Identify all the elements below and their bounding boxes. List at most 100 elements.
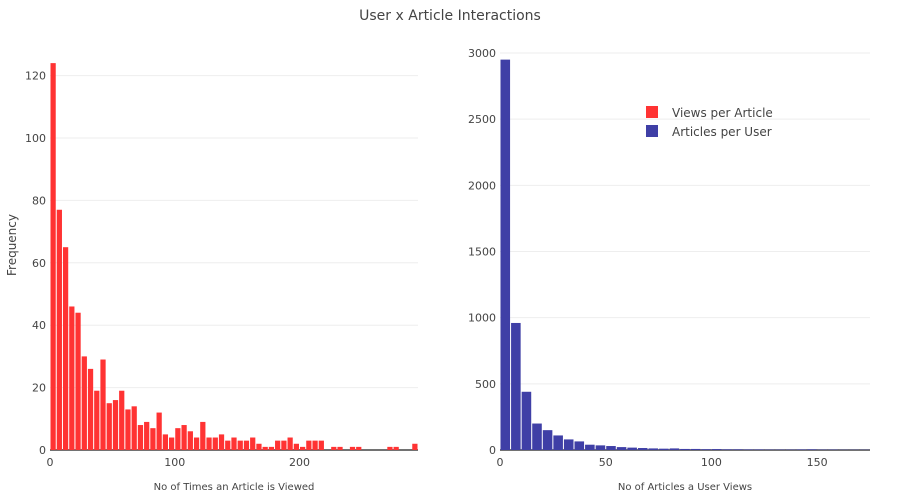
histogram-bar <box>206 437 212 450</box>
legend: Views per Article Articles per User <box>646 106 773 139</box>
histogram-bar <box>144 421 150 450</box>
y-tick-label: 3000 <box>468 47 496 60</box>
x-tick-label: 150 <box>807 456 828 469</box>
histogram-bar <box>137 425 144 450</box>
x-tick-label: 0 <box>47 456 54 469</box>
y-tick-label: 60 <box>32 257 46 270</box>
y-tick-label: 20 <box>32 382 46 395</box>
histogram-bar <box>616 447 627 450</box>
histogram-bar <box>711 449 722 450</box>
histogram-bar <box>733 449 743 450</box>
histogram-bar <box>262 446 268 450</box>
histogram-bar <box>231 437 237 450</box>
legend-swatch-views-per-article <box>646 106 658 118</box>
histogram-bar <box>175 428 181 450</box>
histogram-bar <box>648 448 659 450</box>
histogram-bar <box>511 322 521 450</box>
histogram-bar <box>743 449 754 450</box>
histogram-bar <box>754 449 764 450</box>
y-tick-label: 0 <box>39 444 46 457</box>
histogram-bar <box>218 434 225 450</box>
y-tick-label: 80 <box>32 194 46 207</box>
histogram-bar <box>627 447 637 450</box>
y-tick-label: 2000 <box>468 179 496 192</box>
chart-title: User x Article Interactions <box>359 8 541 24</box>
x-tick-label: 200 <box>289 456 310 469</box>
histogram-bar <box>299 446 306 450</box>
y-tick-label: 40 <box>32 319 46 332</box>
histogram-bar <box>81 356 87 450</box>
histogram-bar <box>112 400 119 450</box>
histogram-bar <box>94 390 100 450</box>
y-tick-label: 120 <box>25 70 46 83</box>
histogram-bar <box>807 449 817 450</box>
histogram-bar <box>312 440 318 450</box>
histogram-bar <box>293 443 299 450</box>
histogram-bar <box>393 446 399 450</box>
histogram-bar <box>637 448 648 450</box>
histogram-bar <box>521 391 532 450</box>
left-y-axis-title: Frequency <box>5 214 19 276</box>
histogram-bar <box>100 359 106 450</box>
x-tick-label: 100 <box>701 456 722 469</box>
histogram-bar <box>669 448 680 450</box>
histogram-bar <box>553 435 563 450</box>
x-tick-label: 50 <box>599 456 613 469</box>
y-tick-label: 100 <box>25 132 46 145</box>
histogram-bar <box>387 446 393 450</box>
histogram-bar <box>680 448 690 450</box>
histogram-bar <box>337 446 343 450</box>
histogram-bar <box>169 437 175 450</box>
histogram-bar <box>125 409 131 450</box>
histogram-bar <box>281 440 287 450</box>
histogram-bar <box>237 440 243 450</box>
histogram-bar <box>542 430 553 450</box>
histogram-bar <box>574 441 585 450</box>
x-tick-label: 100 <box>164 456 185 469</box>
histogram-bar <box>268 446 275 450</box>
legend-label-articles-per-user: Articles per User <box>672 125 772 139</box>
histogram-bar <box>200 421 206 450</box>
y-tick-label: 1500 <box>468 246 496 259</box>
right-x-axis-title: No of Articles a User Views <box>618 482 752 493</box>
histogram-bar <box>659 448 669 450</box>
histogram-bar <box>595 445 606 450</box>
histogram-bar <box>50 63 56 451</box>
y-tick-label: 1000 <box>468 312 496 325</box>
right-histogram: 0 500 1000 1500 2000 2500 3000 0 50 100 150 No of… <box>468 47 870 493</box>
legend-label-views-per-article: Views per Article <box>672 106 773 120</box>
y-tick-label: 500 <box>475 378 496 391</box>
histogram-bar <box>722 449 733 450</box>
x-tick-label: 0 <box>497 456 504 469</box>
histogram-bar <box>156 412 162 450</box>
histogram-bar <box>181 425 187 450</box>
histogram-bar <box>306 440 312 450</box>
histogram-bar <box>150 428 156 450</box>
y-tick-label: 0 <box>489 444 496 457</box>
legend-swatch-articles-per-user <box>646 125 658 137</box>
histogram-bar <box>69 306 75 450</box>
histogram-bar <box>585 444 595 450</box>
histogram-bar <box>318 440 324 450</box>
histogram-bar <box>287 437 293 450</box>
histogram-bar <box>796 449 807 450</box>
histogram-bar <box>532 423 542 450</box>
histogram-bar <box>412 443 418 450</box>
histogram-bar <box>225 440 231 450</box>
histogram-bar <box>349 446 356 450</box>
histogram-bar <box>56 209 62 450</box>
histogram-bar <box>606 446 616 450</box>
histogram-bar <box>106 403 112 450</box>
histogram-bar <box>331 446 337 450</box>
left-x-axis-title: No of Times an Article is Viewed <box>154 482 315 493</box>
histogram-bar <box>256 443 262 450</box>
histogram-bar <box>690 448 701 450</box>
histogram-bar <box>75 312 81 450</box>
histogram-bar <box>356 446 362 450</box>
histogram-bar <box>250 437 256 450</box>
histogram-bar <box>212 437 218 450</box>
histogram-bar <box>119 390 125 450</box>
histogram-bar <box>187 431 193 450</box>
